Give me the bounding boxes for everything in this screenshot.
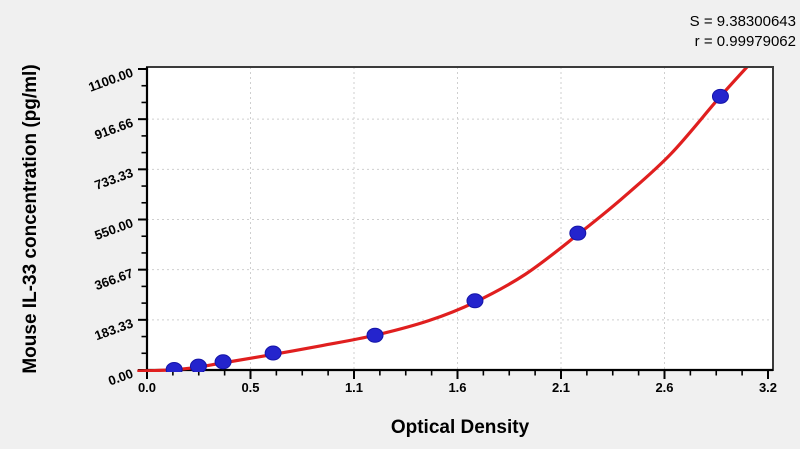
- y-tick-label: 550.00: [93, 215, 135, 243]
- axis-ticks: [138, 68, 769, 379]
- x-tick-label: 2.1: [552, 380, 570, 395]
- r-statistic: r = 0.99979062: [695, 33, 796, 50]
- data-points: [165, 88, 729, 372]
- data-point: [189, 358, 207, 372]
- data-point: [569, 225, 587, 241]
- series-group: [137, 68, 749, 372]
- x-tick-label: 1.6: [448, 380, 466, 395]
- x-tick-label: 2.6: [655, 380, 673, 395]
- y-tick-label: 0.00: [106, 366, 135, 389]
- data-point: [466, 293, 484, 309]
- y-axis-title: Mouse IL-33 concentration (pg/ml): [20, 64, 41, 373]
- s-statistic: S = 9.38300643: [690, 13, 796, 30]
- y-tick-label: 183.33: [93, 316, 135, 344]
- x-tick-label: 0.5: [241, 380, 259, 395]
- gridlines: [147, 67, 773, 370]
- data-point: [165, 361, 183, 372]
- y-tick-label: 916.66: [93, 115, 135, 143]
- y-tick-label: 1100.00: [86, 65, 135, 95]
- data-point: [214, 354, 232, 370]
- data-point: [366, 327, 384, 343]
- plot-frame: [145, 66, 774, 372]
- x-tick-label: 1.1: [345, 380, 363, 395]
- x-axis-title: Optical Density: [391, 417, 530, 438]
- y-tick-label: 733.33: [93, 165, 135, 193]
- y-tick-label: 366.67: [93, 265, 135, 293]
- x-tick-label: 3.2: [759, 380, 777, 395]
- x-tick-label: 0.0: [138, 380, 156, 395]
- data-point: [264, 345, 282, 361]
- plot-area: [147, 67, 773, 370]
- data-point: [711, 88, 729, 104]
